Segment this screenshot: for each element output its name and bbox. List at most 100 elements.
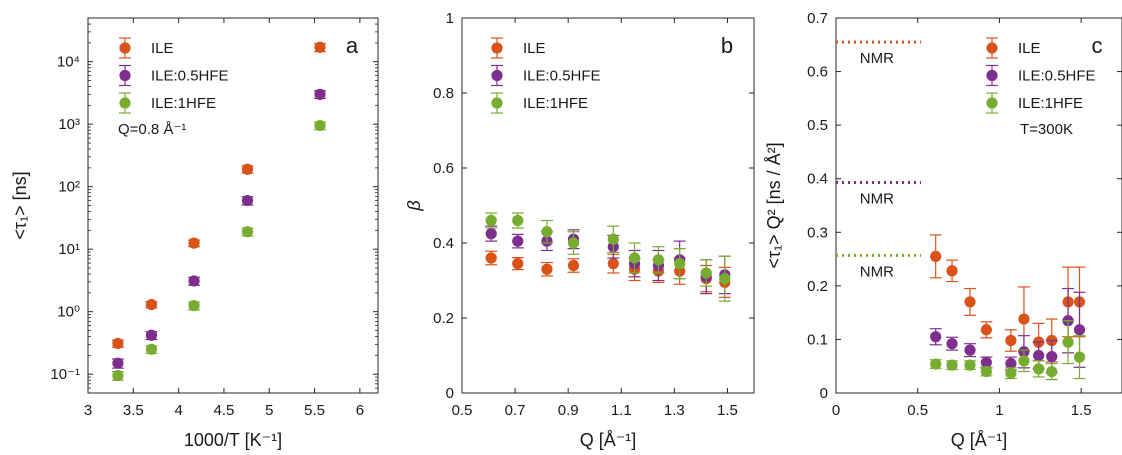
data-point <box>567 259 580 272</box>
data-point <box>314 88 326 100</box>
data-point <box>485 228 497 240</box>
data-point <box>946 265 958 277</box>
legend-marker <box>119 97 131 109</box>
data-point <box>567 237 580 249</box>
nmr-label: NMR <box>860 263 894 280</box>
y-tick-label: 0.6 <box>433 160 454 177</box>
legend: ILE ILE:0.5HFE ILE:1HFE <box>986 37 1096 114</box>
data-point <box>1046 365 1058 378</box>
legend-label: ILE <box>151 40 174 57</box>
data-point <box>241 163 254 175</box>
x-axis-title: Q [Å⁻¹] <box>580 430 637 450</box>
series-ile-0-5hfe <box>929 287 1086 374</box>
panel-c: 0 0.5 1 1.5 0 0.1 0.2 0.3 0.4 0.5 0.6 0.7 Q [Å⁻¹] <τ₁… <box>764 10 1122 450</box>
data-point <box>1062 336 1074 348</box>
y-axis-title: <τ₁> Q² [ns / Å²] <box>764 142 784 268</box>
data-point <box>112 357 124 369</box>
data-point <box>607 258 619 270</box>
legend-label: ILE:1HFE <box>1018 95 1083 112</box>
nmr-label: NMR <box>860 190 894 207</box>
data-point <box>652 254 665 266</box>
series-ile-1hfe <box>111 119 326 382</box>
x-tick-label: 0.7 <box>505 402 526 419</box>
data-point <box>1073 351 1086 363</box>
y-tick-label: 0.4 <box>807 171 828 188</box>
y-axis-title: <τ₁> [ns] <box>10 171 30 239</box>
data-point <box>485 214 497 227</box>
data-point <box>314 41 326 53</box>
x-tick-label: 0.5 <box>452 402 473 419</box>
data-point <box>1018 355 1030 367</box>
data-point <box>964 296 976 308</box>
data-point <box>674 258 686 270</box>
legend-label: ILE:0.5HFE <box>523 68 601 85</box>
y-axis-title: β <box>404 200 424 211</box>
series-ile-1hfe <box>929 320 1086 381</box>
annotation: Q=0.8 Å⁻¹ <box>118 121 186 138</box>
data-point <box>145 298 158 311</box>
data-point <box>719 273 731 285</box>
x-tick-label: 1.1 <box>611 402 632 419</box>
data-point <box>188 275 200 287</box>
legend-marker <box>491 97 503 109</box>
legend-marker <box>119 42 131 54</box>
y-tick-label: 10³ <box>58 116 80 133</box>
legend-marker <box>986 69 998 82</box>
data-point <box>145 343 158 355</box>
x-axis-title: 1000/T [K⁻¹] <box>184 430 282 450</box>
legend: ILE ILE:0.5HFE ILE:1HFE <box>491 37 601 114</box>
data-point <box>1033 363 1045 375</box>
x-tick-label: 1 <box>995 402 1003 419</box>
legend-label: ILE:0.5HFE <box>151 68 229 85</box>
data-point <box>1073 324 1086 336</box>
legend-label: ILE:0.5HFE <box>1018 68 1096 85</box>
x-tick-label: 3 <box>84 402 92 419</box>
y-tick-label: 0 <box>820 385 828 402</box>
y-tick-label: 0.8 <box>433 85 454 102</box>
x-tick-label: 0.9 <box>558 402 579 419</box>
y-tick-label: 0.6 <box>807 64 828 81</box>
data-point <box>607 233 619 245</box>
data-point <box>964 359 976 371</box>
y-tick-label: 0.1 <box>807 331 828 348</box>
plot-area-frame <box>87 17 379 394</box>
legend-label: ILE <box>1018 40 1041 57</box>
y-tick-label: 0.2 <box>807 278 828 295</box>
series-ile-1hfe <box>485 212 731 302</box>
legend-marker <box>491 42 503 54</box>
data-point <box>1018 313 1030 325</box>
data-point <box>512 235 524 247</box>
data-point <box>314 119 326 132</box>
data-point <box>512 214 524 227</box>
data-point <box>145 329 158 341</box>
data-point <box>1005 334 1017 347</box>
legend-label: ILE:1HFE <box>151 95 216 112</box>
x-tick-label: 4 <box>174 402 182 419</box>
legend-marker <box>119 69 131 82</box>
data-point <box>112 369 124 382</box>
panel-a: 3 3.5 4 4.5 5 5.5 6 10⁻¹ 10⁰ 10¹ 10² 10³ 10⁴ 1000/T [… <box>10 17 379 450</box>
y-tick-label: 0.2 <box>433 310 454 327</box>
legend-label: ILE:1HFE <box>523 95 588 112</box>
data-point <box>1046 350 1058 363</box>
legend-marker <box>986 42 998 54</box>
data-point <box>541 263 553 275</box>
x-tick-label: 1.5 <box>1071 402 1092 419</box>
data-point <box>980 324 992 336</box>
y-tick-label: 0 <box>446 385 454 402</box>
data-point <box>112 337 124 350</box>
series-ile-0-5hfe <box>111 88 326 369</box>
x-tick-label: 1.3 <box>664 402 685 419</box>
data-point <box>964 344 976 356</box>
y-tick-label: 0.7 <box>807 10 828 27</box>
y-tick-label: 1 <box>446 10 454 27</box>
legend: ILE ILE:0.5HFE ILE:1HFE <box>119 37 229 114</box>
data-point <box>628 252 641 264</box>
data-point <box>1005 357 1017 370</box>
legend-label: ILE <box>523 40 546 57</box>
y-tick-label: 0.5 <box>807 117 828 134</box>
data-point <box>1005 367 1017 379</box>
data-point <box>930 250 942 262</box>
x-tick-label: 4.5 <box>214 402 235 419</box>
